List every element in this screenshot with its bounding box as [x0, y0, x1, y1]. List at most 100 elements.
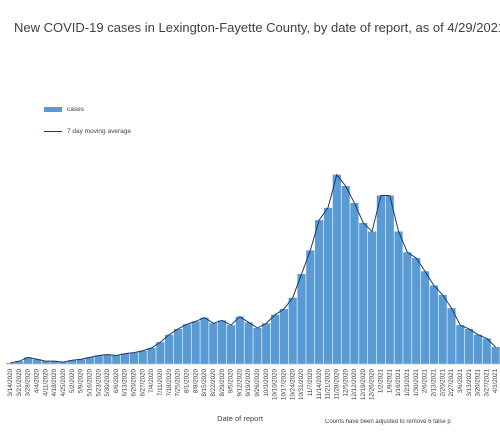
bar	[32, 359, 41, 364]
x-tick-label: 4/11/2020	[42, 368, 49, 396]
x-tick-label: 8/29/2020	[219, 368, 226, 396]
bar	[41, 361, 50, 364]
x-tick-labels: 3/14/2020 3/21/2020 3/28/2020 4/4/2020 4/11/…	[7, 368, 499, 400]
moving-average-line	[10, 173, 496, 364]
x-tick-label: 6/6/2020	[113, 368, 120, 393]
bar	[403, 252, 412, 364]
bar	[59, 362, 68, 364]
bar	[94, 355, 103, 364]
x-tick-label: 3/14/2020	[7, 368, 14, 396]
x-tick-label: 12/19/2020	[360, 368, 367, 400]
bar	[420, 271, 430, 364]
x-axis-title: Date of report	[217, 414, 263, 423]
x-tick-label: 1/9/2021	[386, 368, 393, 393]
bar	[262, 323, 271, 364]
legend-label-cases: cases	[67, 105, 84, 113]
x-tick-label: 3/28/2020	[25, 368, 32, 396]
x-tick-label: 7/4/2020	[148, 368, 155, 393]
bar	[447, 308, 456, 364]
x-tick-label: 11/7/2020	[307, 368, 314, 396]
bar	[226, 325, 236, 364]
x-tick-label: 4/4/2020	[34, 368, 41, 393]
x-tick-label: 2/6/2021	[422, 368, 429, 393]
bar	[15, 361, 24, 364]
bar	[103, 354, 112, 364]
bar	[138, 350, 147, 364]
bar	[182, 324, 191, 364]
x-tick-label: 12/12/2020	[351, 368, 358, 400]
x-tick-label: 10/3/2020	[263, 368, 270, 396]
x-tick-label: 1/16/2021	[395, 368, 402, 396]
x-tick-label: 5/9/2020	[78, 368, 85, 393]
bar	[332, 174, 341, 364]
x-tick-label: 6/13/2020	[122, 368, 129, 396]
bar	[191, 321, 200, 364]
x-tick-label: 1/2/2021	[378, 368, 385, 393]
bar	[112, 355, 121, 364]
legend-label-moving-average: 7 day moving average	[67, 127, 131, 135]
x-tick-label: 9/5/2020	[228, 368, 235, 393]
x-tick-label: 9/12/2020	[236, 368, 243, 396]
x-tick-label: 11/14/2020	[316, 368, 323, 399]
x-tick-label: 3/21/2020	[16, 368, 23, 396]
legend-swatch-cases	[44, 106, 62, 112]
x-tick-label: 3/20/2021	[475, 368, 482, 396]
bar	[50, 361, 59, 364]
x-tick-label: 9/19/2020	[245, 368, 252, 396]
x-tick-label: 5/2/2020	[69, 368, 76, 393]
bar	[491, 346, 500, 364]
legend: cases 7 day moving average	[44, 98, 131, 142]
bar	[129, 352, 139, 364]
x-tick-label: 5/16/2020	[86, 368, 93, 396]
x-tick-label: 8/15/2020	[201, 368, 208, 396]
bar	[253, 328, 262, 364]
bar	[244, 322, 253, 364]
bar	[6, 363, 15, 364]
x-tick-label: 4/3/2021	[492, 368, 499, 393]
x-tick-label: 5/30/2020	[104, 368, 111, 396]
x-tick-label: 10/24/2020	[289, 368, 296, 400]
x-tick-label: 12/5/2020	[342, 368, 349, 396]
x-tick-label: 4/18/2020	[51, 368, 58, 396]
legend-item-cases: cases	[44, 98, 131, 120]
x-tick-label: 8/8/2020	[192, 368, 199, 393]
bar-series	[6, 174, 500, 364]
bar	[235, 316, 244, 364]
bar	[376, 195, 386, 364]
bar	[288, 297, 297, 364]
x-tick-label: 3/27/2021	[483, 368, 490, 396]
x-tick-label: 2/13/2021	[430, 368, 437, 396]
bar	[218, 320, 227, 364]
x-tick-label: 2/20/2021	[439, 368, 446, 396]
x-tick-label: 3/6/2021	[457, 368, 464, 393]
x-tick-label: 10/31/2020	[298, 368, 305, 400]
bar	[156, 342, 165, 364]
bar	[165, 334, 174, 364]
bar	[85, 357, 94, 364]
bar	[315, 220, 324, 364]
x-tick-label: 12/26/2020	[369, 368, 376, 400]
bar	[209, 323, 218, 364]
footnote: Counts have been adjusted to remove 6 fa…	[325, 419, 451, 425]
x-tick-label: 10/17/2020	[281, 368, 288, 400]
x-tick-label: 7/11/2020	[157, 368, 164, 396]
x-tick-label: 8/1/2020	[183, 368, 190, 393]
x-tick-label: 11/21/2020	[325, 368, 332, 399]
x-tick-label: 6/20/2020	[131, 368, 138, 396]
bar	[482, 338, 491, 364]
bar	[120, 353, 130, 364]
x-tick-label: 4/25/2020	[60, 368, 67, 396]
legend-swatch-moving-average	[44, 130, 62, 132]
bar	[465, 328, 474, 364]
x-tick-label: 1/30/2021	[413, 368, 420, 396]
x-tick-label: 6/27/2020	[139, 368, 146, 396]
bar	[412, 257, 421, 364]
x-tick-label: 7/25/2020	[175, 368, 182, 396]
x-tick-label: 8/22/2020	[210, 368, 217, 396]
legend-item-moving-average: 7 day moving average	[44, 120, 131, 142]
chart-title: New COVID-19 cases in Lexington-Fayette …	[14, 20, 500, 35]
bar	[279, 309, 288, 364]
bar	[473, 334, 483, 364]
bar	[341, 186, 350, 364]
